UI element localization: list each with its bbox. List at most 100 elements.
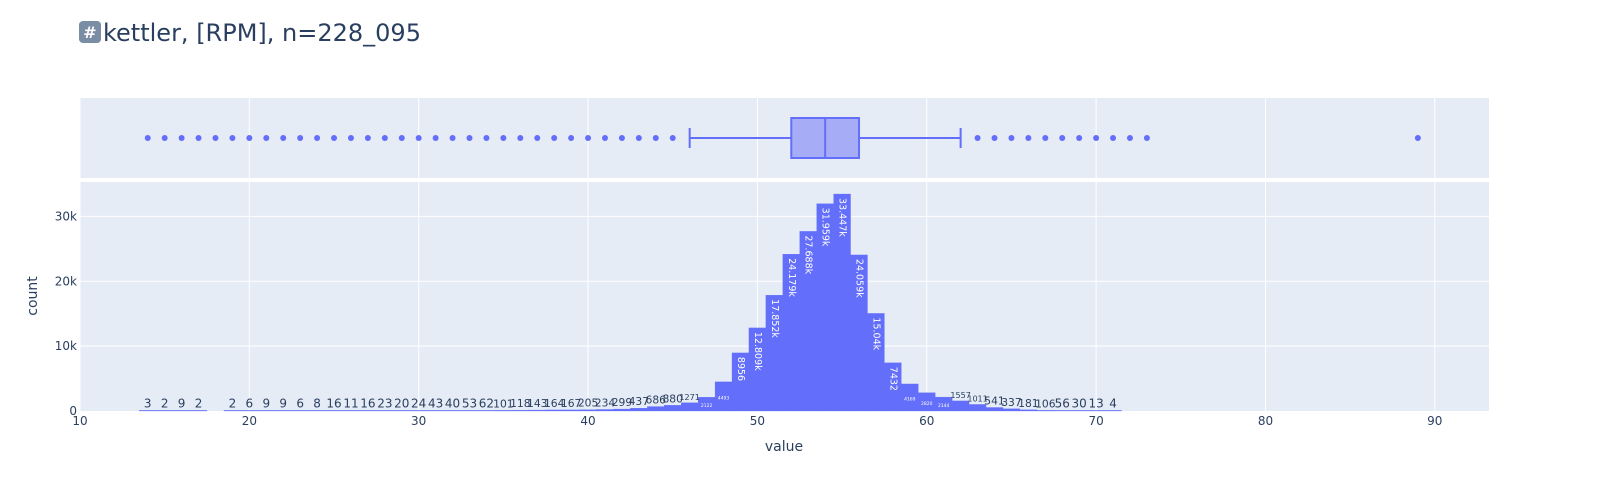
boxplot-outlier-point xyxy=(246,135,253,141)
histogram-bar xyxy=(274,410,292,412)
histogram-bar-label: 20 xyxy=(394,396,409,410)
histogram-bar-label: 299 xyxy=(612,396,633,409)
histogram-bar xyxy=(613,408,631,412)
histogram-bar-label: 2122 xyxy=(701,403,713,409)
histogram-bar-label: 9 xyxy=(178,396,186,410)
histogram-bar-label: 13 xyxy=(1088,396,1103,410)
boxplot-outlier-point xyxy=(161,135,168,141)
hash-keycap-glyph: # xyxy=(83,23,96,42)
histogram-bar-label: 4169 xyxy=(904,396,916,402)
histogram-bar-label: 33.447k xyxy=(837,198,848,237)
boxplot-outlier-point xyxy=(585,135,592,141)
histogram-bar xyxy=(511,410,529,412)
boxplot-outlier-point xyxy=(466,135,473,141)
histogram-bar-label: 101 xyxy=(493,397,513,410)
boxplot-outlier-point xyxy=(1093,135,1100,141)
x-tick-label: 20 xyxy=(242,414,257,428)
histogram-bar xyxy=(223,410,242,412)
histogram-bar-label: 337 xyxy=(1001,396,1021,409)
x-axis-label: value xyxy=(765,439,803,455)
x-tick-label: 90 xyxy=(1427,414,1442,428)
histogram-bar xyxy=(528,409,546,412)
boxplot-outlier-point xyxy=(297,135,304,141)
histogram-bar xyxy=(342,410,360,412)
histogram-bar xyxy=(596,409,614,412)
histogram-bar xyxy=(308,410,326,412)
histogram-bar-label: 143 xyxy=(527,397,547,410)
y-tick-label: 30k xyxy=(55,209,77,223)
boxplot-outlier-point xyxy=(347,135,354,141)
histogram-bar xyxy=(410,410,428,412)
histogram-bar-label: 541 xyxy=(984,394,1004,407)
histogram-bar-label: 15.04k xyxy=(870,317,881,350)
histogram-bar-label: 24 xyxy=(411,396,426,410)
boxplot-outlier-point xyxy=(517,135,524,141)
histogram-bar xyxy=(664,405,682,412)
histogram-bar xyxy=(545,409,563,412)
histogram-bar xyxy=(1036,410,1054,412)
histogram-bar-label: 16 xyxy=(326,396,341,410)
histogram-bar xyxy=(139,410,157,412)
histogram-bar-label: 11 xyxy=(343,396,358,410)
boxplot-outlier-point xyxy=(144,135,151,141)
boxplot-outliers xyxy=(144,135,1421,141)
y-tick-label: 20k xyxy=(55,274,77,288)
boxplot-outlier-point xyxy=(568,135,575,141)
histogram-bars xyxy=(139,193,1122,412)
boxplot-outlier-point xyxy=(1110,135,1117,141)
histogram-bar xyxy=(291,410,309,412)
histogram-bar xyxy=(359,410,377,412)
histogram-bar-label: 437 xyxy=(629,395,649,408)
chart-title: # kettler, [RPM], n=228_095 xyxy=(79,19,421,47)
histogram-bar-label: 118 xyxy=(510,397,531,410)
histogram-bar-label: 3 xyxy=(144,396,152,410)
x-tick-label: 80 xyxy=(1258,414,1273,428)
histogram-bar xyxy=(562,409,580,412)
histogram-bar-label: 164 xyxy=(544,397,565,410)
histogram-bar-label: 16 xyxy=(360,396,375,410)
boxplot-outlier-point xyxy=(280,135,287,141)
histogram-bar xyxy=(867,313,885,412)
x-tick-label: 10 xyxy=(72,414,87,428)
histogram-bar xyxy=(630,408,648,412)
boxplot-outlier-point xyxy=(263,135,270,141)
y-tick-label: 0 xyxy=(69,404,77,418)
histogram-bar-label: 181 xyxy=(1018,397,1038,410)
y-axis-label: count xyxy=(25,276,41,316)
histogram-bar-label: 4493 xyxy=(718,395,730,401)
histogram-bar-label: 23 xyxy=(377,396,392,410)
boxplot-outlier-point xyxy=(432,135,439,141)
boxplot-outlier-point xyxy=(669,135,676,141)
histogram-bar xyxy=(376,410,394,412)
boxplot-outlier-point xyxy=(974,135,981,141)
boxplot-outlier-point xyxy=(551,135,558,141)
histogram-bar-label: 4 xyxy=(1109,396,1117,410)
histogram-bar xyxy=(1104,410,1122,412)
hash-keycap-icon xyxy=(79,21,101,43)
x-tick-label: 60 xyxy=(919,414,934,428)
boxplot-outlier-point xyxy=(601,135,608,141)
histogram-bar-label: 1557 xyxy=(950,391,970,400)
histogram-bar-label: 17.852k xyxy=(769,299,780,338)
histogram-bar-label: 2144 xyxy=(938,403,950,409)
histogram-bar-label: 686 xyxy=(646,394,667,407)
x-tick-label: 70 xyxy=(1088,414,1103,428)
histogram-bar-label: 8 xyxy=(313,396,321,410)
histogram-bar xyxy=(443,410,462,412)
histogram-bar-label: 9 xyxy=(262,396,270,410)
histogram-bar-label: 43 xyxy=(428,396,443,410)
histogram-bar-label: 30 xyxy=(1072,396,1087,410)
boxplot-outlier-point xyxy=(652,135,659,141)
histogram-bar-label: 880 xyxy=(662,392,683,405)
boxplot-outlier-point xyxy=(1042,135,1049,141)
histogram-bar-label: 56 xyxy=(1055,396,1070,410)
histogram-panel: 3 2 9 2 2 6 9 9 6 8 16 11 16 23 20 24 43 40 53 62 1011181431… xyxy=(55,182,1489,428)
histogram-bar-label: 2 xyxy=(195,396,203,410)
histogram-bar xyxy=(460,410,479,412)
boxplot-outlier-point xyxy=(229,135,236,141)
histogram-bar xyxy=(257,410,275,412)
boxplot-body xyxy=(688,117,962,159)
histogram-bar-label: 40 xyxy=(445,396,460,410)
boxplot-outlier-point xyxy=(1414,135,1421,141)
histogram-bar xyxy=(393,410,411,412)
